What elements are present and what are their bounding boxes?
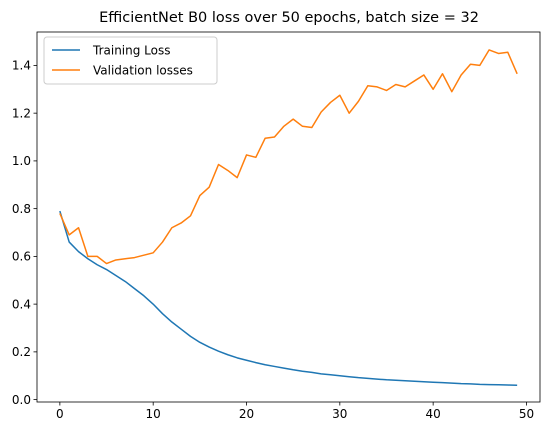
y-tick-label: 0.4	[12, 297, 31, 311]
plot-frame	[36, 31, 541, 403]
x-tick-label: 30	[332, 407, 347, 421]
legend-label: Validation losses	[93, 63, 193, 77]
chart-title: EfficientNet B0 loss over 50 epochs, bat…	[99, 10, 479, 26]
x-tick-label: 20	[239, 407, 254, 421]
series-line-validation-losses	[59, 49, 518, 265]
x-tick-label: 40	[426, 407, 441, 421]
legend: Training Loss Validation losses	[43, 36, 218, 85]
y-tick-label: 0.2	[12, 345, 31, 359]
y-tick-label: 0.8	[12, 202, 31, 216]
legend-box	[43, 36, 218, 85]
y-tick-label: 1.0	[12, 154, 31, 168]
x-tick-label: 0	[56, 407, 64, 421]
y-tick-label: 1.4	[12, 59, 31, 73]
x-tick-label: 10	[146, 407, 161, 421]
y-tick-label: 0.0	[12, 393, 31, 407]
series-line-training-loss	[59, 210, 518, 387]
plot-area	[37, 32, 540, 402]
y-tick-label: 1.2	[12, 106, 31, 120]
series-layer	[59, 49, 518, 387]
legend-label: Training Loss	[92, 43, 170, 57]
axes-layer: 0 10 20 30 40 50 0.0 0.2 0.4 0.6 0.8 1.0 1.2 1.4	[12, 59, 534, 421]
y-tick-label: 0.6	[12, 250, 31, 264]
x-tick-label: 50	[519, 407, 534, 421]
